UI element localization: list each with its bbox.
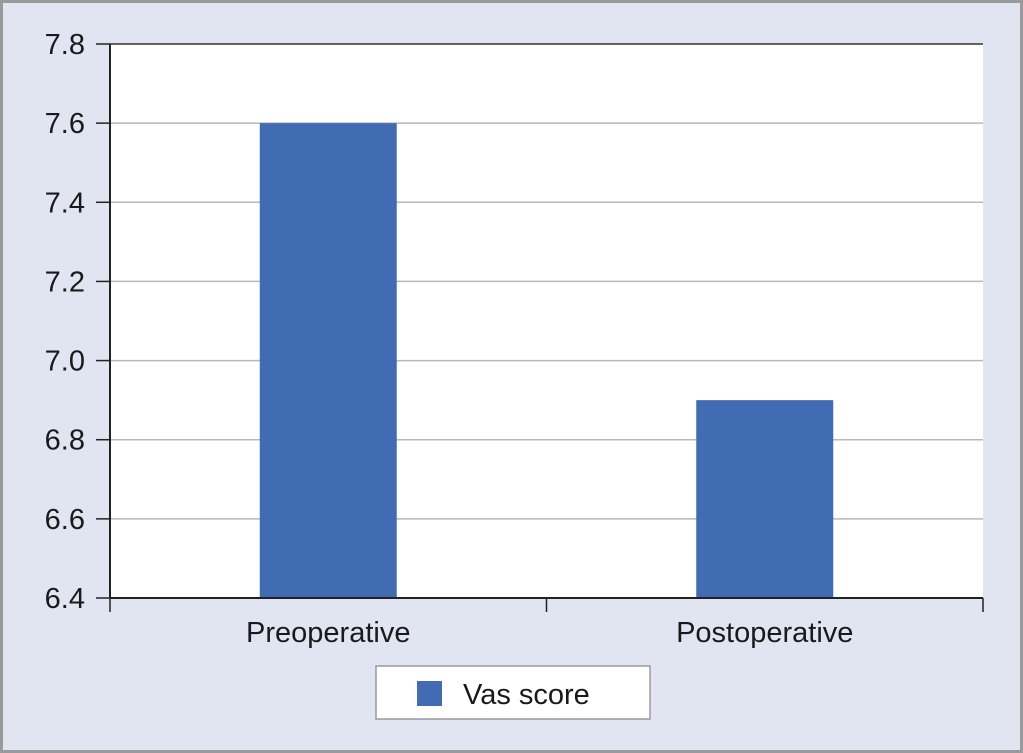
y-tick-label: 7.0	[45, 346, 85, 378]
bar-postoperative	[696, 400, 834, 598]
bar-preoperative	[259, 123, 397, 599]
plot-area	[110, 44, 983, 598]
x-tick-label: Preoperative	[246, 617, 410, 649]
y-tick-label: 7.2	[45, 266, 85, 298]
y-tick-label: 6.8	[45, 425, 85, 457]
legend-swatch	[417, 681, 442, 706]
legend-label: Vas score	[463, 679, 590, 711]
x-tick-label: Postoperative	[676, 617, 853, 649]
y-tick-label: 7.6	[45, 108, 85, 140]
y-tick-label: 6.4	[45, 583, 85, 615]
y-tick-label: 7.4	[45, 187, 85, 219]
y-tick-label: 7.8	[45, 29, 85, 61]
y-tick-label: 6.6	[45, 504, 85, 536]
